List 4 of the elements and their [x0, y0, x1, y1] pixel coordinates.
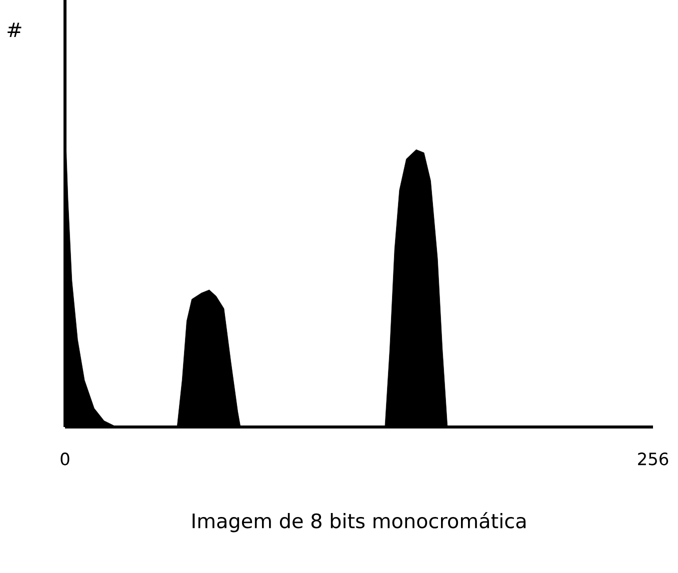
x-tick-label: 0 — [60, 452, 70, 466]
x-tick-label: 256 — [638, 452, 668, 466]
x-axis-title: Imagem de 8 bits monocromática — [192, 512, 526, 532]
y-axis-title: # — [8, 22, 22, 38]
